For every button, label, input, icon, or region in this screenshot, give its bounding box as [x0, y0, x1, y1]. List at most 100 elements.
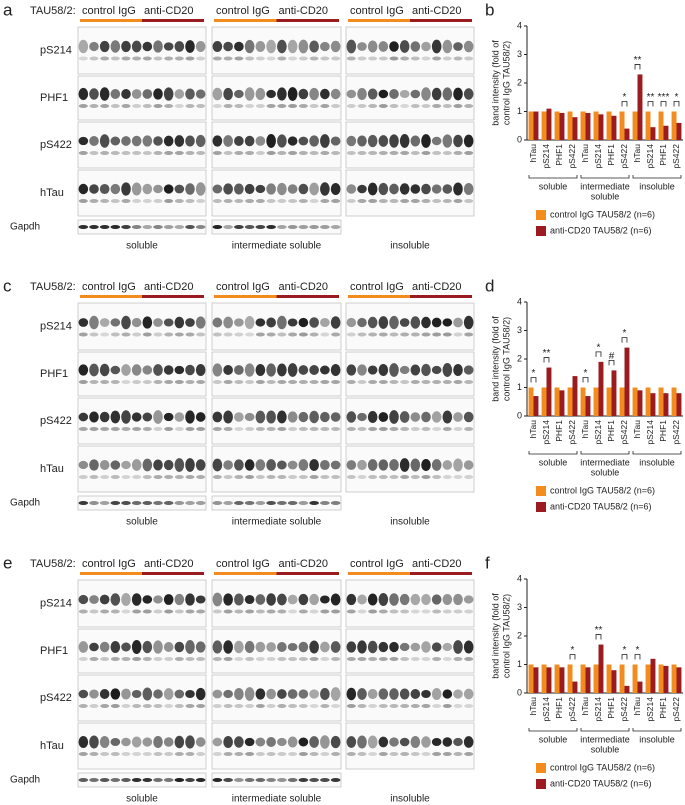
band: [463, 595, 474, 604]
bar: [624, 128, 630, 140]
band: [330, 593, 341, 606]
band: [378, 736, 389, 748]
band: [432, 704, 442, 708]
row-label: hTau: [40, 740, 64, 752]
band: [163, 778, 174, 782]
band: [174, 184, 185, 194]
band: [346, 752, 356, 756]
control-label: control IgG: [350, 5, 404, 17]
band: [255, 410, 266, 424]
group-bracket: [580, 728, 630, 732]
band: [389, 183, 399, 195]
band: [320, 595, 330, 604]
band: [298, 475, 308, 479]
x-tick-label: pS214: [645, 144, 655, 169]
band: [431, 459, 442, 471]
band: [442, 427, 452, 431]
band: [121, 364, 131, 376]
band: [153, 104, 163, 108]
band: [331, 475, 341, 479]
band: [288, 151, 298, 155]
band: [288, 332, 298, 337]
band: [244, 183, 255, 195]
band: [421, 87, 431, 101]
band: [266, 657, 276, 661]
band: [410, 752, 420, 756]
band: [389, 89, 399, 99]
band: [288, 752, 298, 756]
band: [89, 735, 99, 749]
bar: [567, 387, 573, 416]
band: [309, 427, 319, 431]
treated-label: anti-CD20: [412, 5, 462, 17]
band: [78, 151, 88, 155]
y-tick-label: 2: [517, 353, 522, 363]
band: [378, 89, 389, 99]
legend-label: anti-CD20 TAU58/2 (n=6): [550, 225, 651, 235]
band: [185, 199, 195, 203]
band: [255, 56, 265, 61]
x-tick-label: hTau: [632, 420, 642, 439]
band: [89, 657, 99, 661]
band: [298, 657, 308, 661]
band: [453, 427, 463, 431]
band: [421, 199, 431, 203]
band: [78, 39, 89, 54]
band: [421, 459, 431, 471]
band: [89, 752, 99, 756]
band: [78, 704, 88, 708]
band: [266, 134, 276, 148]
band: [245, 151, 255, 155]
sig-label: **: [634, 55, 642, 66]
band: [442, 657, 452, 661]
band: [453, 151, 463, 155]
blot: [345, 579, 475, 628]
band: [368, 199, 378, 203]
band: [287, 460, 298, 470]
group-bracket: [632, 175, 682, 179]
group-label: intermediate: [580, 457, 630, 467]
band: [78, 778, 89, 782]
header: TAU58/2:: [30, 281, 76, 293]
x-tick-label: hTau: [580, 697, 590, 716]
blot: [345, 628, 475, 674]
band: [185, 458, 195, 472]
band: [298, 151, 308, 155]
band: [142, 427, 152, 431]
band: [110, 40, 121, 53]
band: [442, 737, 453, 747]
band: [153, 752, 163, 756]
band: [309, 199, 319, 203]
band: [298, 39, 309, 54]
sig-bracket: [660, 101, 667, 107]
panel-letter: f: [485, 553, 490, 572]
band: [368, 475, 378, 479]
band: [464, 704, 474, 708]
band: [399, 411, 410, 423]
band: [464, 199, 474, 203]
band: [463, 88, 474, 100]
band: [266, 593, 276, 606]
band: [277, 593, 287, 606]
bar: [671, 664, 677, 693]
band: [223, 609, 233, 614]
band: [100, 380, 110, 384]
band: [185, 380, 195, 384]
band: [410, 332, 420, 337]
band: [78, 689, 89, 699]
band: [163, 688, 174, 700]
band: [245, 199, 255, 203]
band: [223, 460, 233, 470]
x-tick-label: hTau: [528, 144, 538, 163]
band: [298, 609, 308, 614]
band: [78, 199, 88, 203]
band: [196, 104, 206, 108]
bar: [546, 108, 552, 140]
y-tick-label: 0: [517, 410, 522, 420]
band: [346, 475, 356, 479]
band: [277, 151, 287, 155]
band: [357, 184, 367, 194]
band: [163, 318, 174, 327]
band: [78, 87, 89, 101]
band: [357, 735, 367, 749]
